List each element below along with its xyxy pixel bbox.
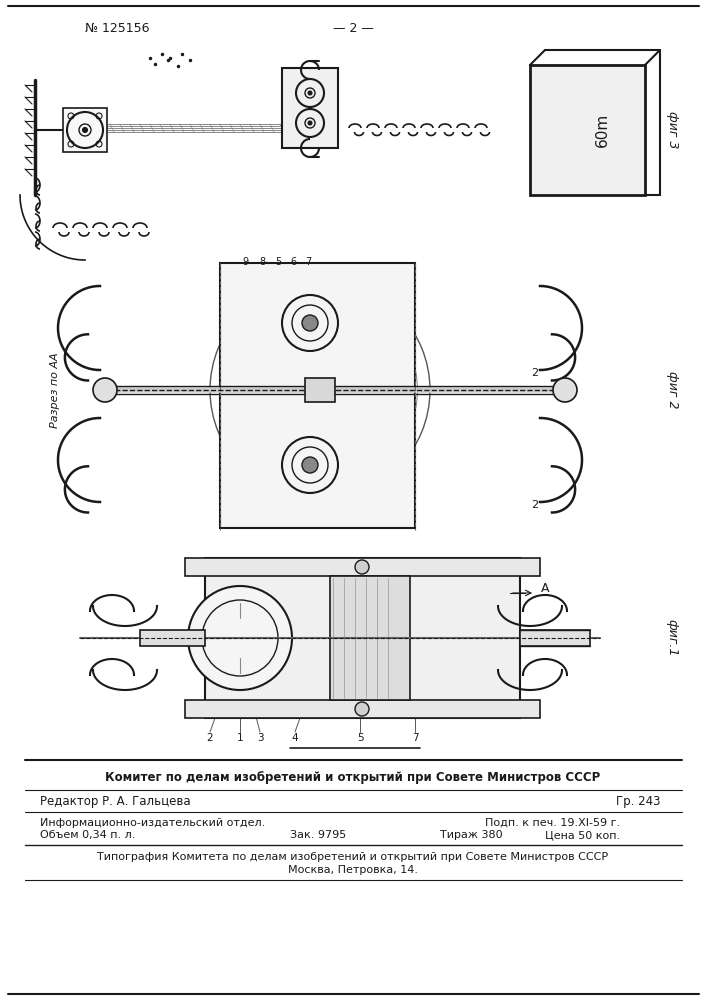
- Text: — 2 —: — 2 —: [332, 21, 373, 34]
- Text: 2: 2: [532, 368, 539, 378]
- Bar: [530, 65, 645, 195]
- Bar: [185, 558, 540, 576]
- Text: 7: 7: [411, 733, 419, 743]
- Text: Москва, Петровка, 14.: Москва, Петровка, 14.: [288, 865, 418, 875]
- Bar: [305, 378, 335, 402]
- Text: 2: 2: [532, 500, 539, 510]
- Text: Редактор Р. А. Гальцева: Редактор Р. А. Гальцева: [40, 794, 191, 808]
- Text: Типография Комитета по делам изобретений и открытий при Совете Министров СССР: Типография Комитета по делам изобретений…: [98, 852, 609, 862]
- Circle shape: [188, 586, 292, 690]
- Text: 4: 4: [292, 733, 298, 743]
- Circle shape: [93, 378, 117, 402]
- Text: 8: 8: [259, 257, 265, 267]
- Text: 2: 2: [206, 733, 214, 743]
- Bar: [282, 68, 338, 148]
- Text: Информационно-издательский отдел.: Информационно-издательский отдел.: [40, 818, 265, 828]
- Text: 5: 5: [275, 257, 281, 267]
- Text: Разрез по АА: Разрез по АА: [50, 352, 60, 428]
- Text: Зак. 9795: Зак. 9795: [290, 830, 346, 840]
- Text: Гр. 243: Гр. 243: [616, 794, 660, 808]
- Text: 3: 3: [257, 733, 263, 743]
- Bar: [520, 630, 590, 646]
- Circle shape: [553, 378, 577, 402]
- Bar: [220, 263, 415, 528]
- Text: Объем 0,34 п. л.: Объем 0,34 п. л.: [40, 830, 135, 840]
- Text: 6: 6: [290, 257, 296, 267]
- Bar: [63, 108, 107, 152]
- Text: фиг 2: фиг 2: [665, 371, 679, 409]
- Text: 7: 7: [305, 257, 311, 267]
- Circle shape: [355, 560, 369, 574]
- Circle shape: [302, 457, 318, 473]
- Text: 1: 1: [237, 733, 243, 743]
- Text: A: A: [541, 582, 549, 594]
- Text: Подп. к печ. 19.ХI-59 г.: Подп. к печ. 19.ХI-59 г.: [485, 818, 620, 828]
- Text: Цена 50 коп.: Цена 50 коп.: [545, 830, 620, 840]
- Circle shape: [308, 121, 312, 125]
- Text: 9: 9: [242, 257, 248, 267]
- Bar: [330, 576, 410, 700]
- Circle shape: [83, 127, 88, 132]
- Text: № 125156: № 125156: [85, 21, 149, 34]
- Circle shape: [355, 702, 369, 716]
- Text: 60m: 60m: [595, 113, 609, 147]
- Text: Комитег по делам изобретений и открытий при Совете Министров СССР: Комитег по делам изобретений и открытий …: [105, 770, 601, 784]
- Bar: [140, 630, 205, 646]
- Bar: [205, 558, 520, 718]
- Text: Тираж 380: Тираж 380: [440, 830, 503, 840]
- Text: фиг.1: фиг.1: [665, 619, 679, 657]
- Circle shape: [308, 91, 312, 95]
- Text: фиг 3: фиг 3: [665, 111, 679, 149]
- Circle shape: [302, 315, 318, 331]
- Text: 5: 5: [357, 733, 363, 743]
- Bar: [185, 700, 540, 718]
